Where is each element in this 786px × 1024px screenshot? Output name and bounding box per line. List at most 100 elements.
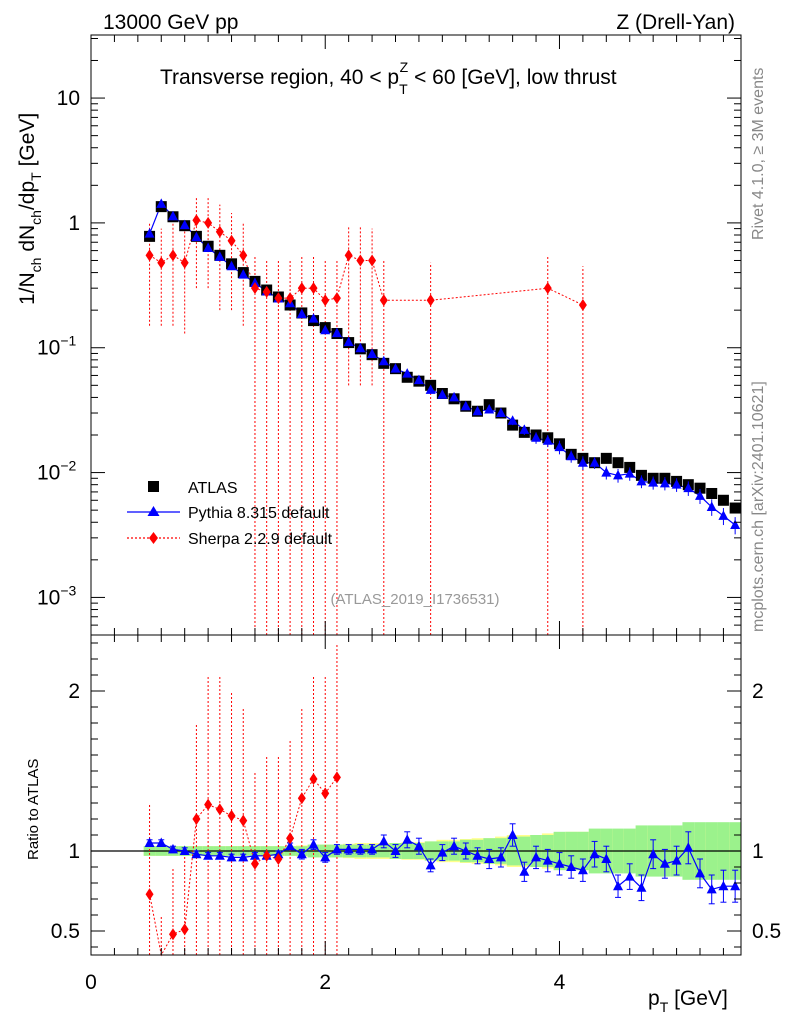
ratio-sherpa-point (274, 853, 283, 865)
y-tick-label: 10−3 (37, 582, 77, 609)
ratio-pythia-point (531, 851, 542, 862)
ratio-pythia-point (636, 882, 647, 892)
ratio-pythia-point (484, 853, 495, 863)
ratio-pythia-point (167, 843, 178, 854)
ratio-sherpa-point (250, 857, 259, 870)
atlas-point (706, 487, 718, 499)
sherpa-point (309, 282, 318, 295)
sherpa-point (215, 225, 224, 238)
pythia-point (554, 441, 565, 452)
pythia-point (296, 308, 307, 319)
ratio-pythia-point (226, 851, 237, 862)
y-tick-label-base: 10 (37, 586, 60, 609)
ratio-pythia-point (507, 829, 518, 839)
ratio-pythia-point (613, 880, 624, 891)
ratio-pythia-point (296, 848, 307, 859)
sherpa-point (297, 282, 306, 295)
pythia-point (695, 490, 706, 500)
ratio-pythia-point (589, 848, 600, 859)
title-part-b: < 60 [GeV], low thrust (408, 66, 617, 89)
pythia-point (683, 482, 694, 493)
sherpa-point (321, 294, 330, 307)
legend-label-sherpa: Sherpa 2.2.9 default (188, 531, 333, 548)
pythia-point (144, 228, 155, 238)
ratio-pythia-point (706, 883, 717, 894)
ratio-pythia-point (156, 837, 167, 847)
y-tick-label: 10−2 (37, 458, 77, 485)
ratio-sherpa-point (204, 798, 213, 811)
sherpa-point (180, 256, 189, 269)
pythia-point (156, 198, 167, 208)
ratio-pythia-point (249, 850, 260, 860)
legend: ATLAS Pythia 8.315 default Sherpa 2.2.9 … (127, 480, 333, 548)
ratio-sherpa-point (227, 809, 236, 822)
pythia-point (191, 231, 202, 242)
ratio-pythia-point (577, 864, 588, 875)
pythia-point (730, 519, 741, 530)
ratio-sherpa-point (180, 923, 189, 936)
atlas-point (694, 482, 706, 494)
pythia-point (542, 435, 553, 445)
pythia-point (355, 342, 366, 353)
pythia-point (167, 210, 178, 221)
pythia-point (531, 432, 542, 442)
ratio-sherpa-point (309, 773, 318, 785)
ratio-sherpa-point (286, 832, 295, 845)
ratio-uncertainty-bands (91, 822, 741, 880)
atlas-point (717, 494, 729, 506)
header-left-label: 13000 GeV pp (103, 11, 238, 34)
sherpa-point (145, 249, 154, 262)
sherpa-point (356, 254, 365, 267)
pythia-point (425, 384, 436, 394)
ratio-sherpa-point (321, 787, 330, 800)
pythia-point (214, 251, 225, 261)
ratio-sherpa-point (262, 849, 271, 862)
atlas-point (612, 457, 624, 469)
y-tick-label: 10 (57, 87, 80, 110)
ratio-pythia-point (179, 845, 190, 855)
pythia-point (671, 479, 682, 489)
rivet-version-label: Rivet 4.1.0, ≥ 3M events (750, 68, 767, 240)
ratio-pythia-point (648, 848, 659, 859)
ratio-pythia-point (191, 848, 202, 859)
pythia-point (624, 468, 635, 478)
ratio-sherpa-point (332, 771, 341, 784)
sherpa-point (168, 249, 177, 262)
ratio-pythia-point (402, 834, 413, 844)
pythia-point (437, 389, 448, 399)
ratio-y-tick-label-right: 0.5 (752, 920, 781, 943)
legend-marker-pythia (147, 506, 160, 516)
legend-marker-atlas (148, 481, 159, 492)
ratio-pythia-point (624, 871, 635, 881)
x-tick-label: 2 (319, 971, 331, 994)
pythia-point (378, 355, 389, 366)
ratio-pythia-point (472, 850, 483, 860)
ratio-pythia-point (320, 851, 331, 862)
sherpa-point (274, 292, 283, 305)
y-tick-label-base: 10 (37, 462, 60, 485)
ratio-pythia-point (601, 853, 612, 863)
ratio-pythia-point (718, 880, 729, 891)
sherpa-point (426, 294, 435, 307)
ratio-pythia-point (695, 867, 706, 878)
ratio-panel: 0.5 0.5 1 1 2 2 0 2 4 Ratio to ATLAS pT [GeV] (25, 634, 781, 1015)
ratio-pythia-point (367, 843, 378, 854)
mcplots-label: mcplots.cern.ch [arXiv:2401.10621] (750, 381, 767, 632)
pythia-point (460, 400, 471, 411)
sherpa-point (192, 214, 201, 227)
pythia-point (308, 313, 319, 323)
ratio-pythia-point (413, 840, 424, 851)
pythia-point (566, 450, 577, 461)
ratio-panel-marks (144, 643, 741, 957)
sherpa-point (578, 298, 587, 311)
analysis-watermark: (ATLAS_2019_I1736531) (330, 591, 499, 608)
sherpa-point (157, 256, 166, 269)
ratio-sherpa-point (192, 813, 201, 825)
ratio-pythia-point (554, 858, 565, 868)
pythia-point (577, 457, 588, 467)
ratio-sherpa-point (239, 814, 248, 827)
ratio-pythia-point (425, 859, 436, 870)
y-tick-label: 1 (68, 212, 80, 235)
sherpa-point (379, 294, 388, 307)
pythia-point (613, 469, 624, 480)
